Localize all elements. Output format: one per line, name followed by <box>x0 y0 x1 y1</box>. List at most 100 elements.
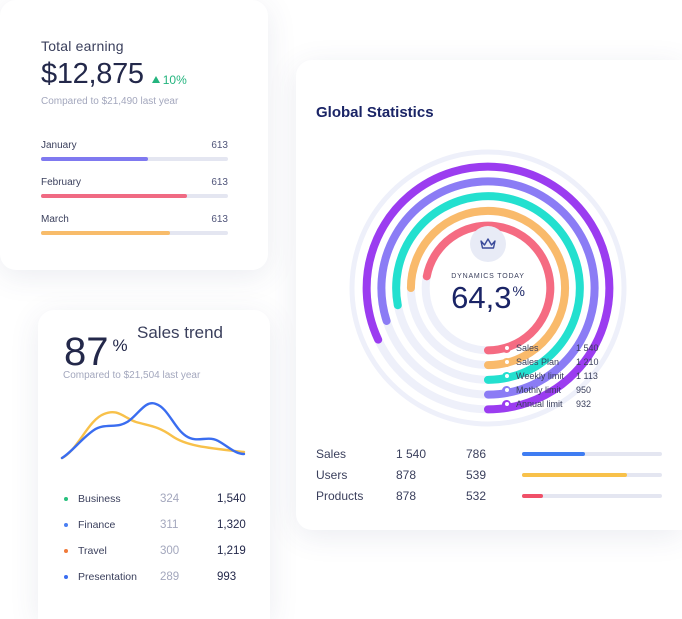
ring-legend-item: Annual limit 932 <box>502 399 591 409</box>
stats-value-1: 878 <box>396 489 417 503</box>
ring-legend-name: Sales <box>516 343 539 353</box>
trend-line-yellow <box>60 410 246 460</box>
legend-dot <box>64 575 68 579</box>
stats-value-2: 786 <box>466 447 487 461</box>
month-progress-track <box>41 194 228 198</box>
stats-value-2: 532 <box>466 489 487 503</box>
ring-legend-item: Sales Plan 1 210 <box>502 357 599 367</box>
legend-value: 1,540 <box>217 493 246 505</box>
month-progress-fill <box>41 157 148 161</box>
month-progress-fill <box>41 194 187 198</box>
stats-value-2: 539 <box>466 468 487 482</box>
ring-legend-dot <box>502 343 511 353</box>
legend-dot <box>64 523 68 527</box>
legend-value: 1,219 <box>217 545 246 557</box>
dynamics-label: DYNAMICS TODAY <box>451 273 525 280</box>
ring-legend-dot <box>502 399 511 409</box>
legend-mid: 324 <box>160 493 180 505</box>
earning-title: Total earning <box>41 38 124 54</box>
stats-row: Users 878 539 <box>316 468 662 482</box>
month-value: 613 <box>211 177 228 188</box>
legend-item: Travel 300 1,219 <box>64 545 254 557</box>
month-progress-track <box>41 231 228 235</box>
ring-arc-annual-limit <box>362 162 614 414</box>
trend-line-blue <box>60 402 246 460</box>
legend-mid: 300 <box>160 545 180 557</box>
ring-legend-value: 932 <box>576 399 592 409</box>
legend-mid: 289 <box>160 571 180 583</box>
ring-arc-sales <box>422 221 555 355</box>
radial-chart <box>349 149 627 427</box>
ring-legend-dot <box>502 385 511 395</box>
stats-name: Products <box>316 489 364 503</box>
global-statistics-card: Global Statistics DYNAMICS TODAY 64,3% S… <box>296 60 682 530</box>
ring-legend-value: 1 210 <box>576 357 599 367</box>
ring-arc-weekly-limit <box>392 192 584 384</box>
ring-legend-name: Weekly limit <box>516 371 564 381</box>
ring-legend-dot <box>502 371 511 381</box>
legend-name: Finance <box>78 519 116 531</box>
earning-change: 10% <box>151 72 187 87</box>
dynamics-number: 64,3 <box>451 280 512 315</box>
legend-item: Business 324 1,540 <box>64 493 254 505</box>
earning-value: $12,875 <box>41 58 144 90</box>
stats-progress-track <box>522 494 662 498</box>
ring-halo-outer <box>349 149 627 427</box>
global-title: Global Statistics <box>316 104 434 121</box>
ring-legend-item: Weekly limit 1 113 <box>502 371 598 381</box>
month-label: February <box>41 177 82 188</box>
ring-legend-item: Mothly limit 950 <box>502 385 591 395</box>
ring-legend-name: Mothly limit <box>516 385 562 395</box>
trend-compare: Compared to $21,504 last year <box>63 370 201 381</box>
month-label: January <box>41 140 77 151</box>
trend-title: Sales trend <box>137 323 223 342</box>
legend-item: Finance 311 1,320 <box>64 519 254 531</box>
trend-value: 87 <box>64 330 109 374</box>
stats-name: Users <box>316 468 348 482</box>
month-row: January 613 <box>41 140 228 161</box>
ring-legend-value: 950 <box>576 385 592 395</box>
legend-dot <box>64 497 68 501</box>
ring-legend-value: 1 113 <box>576 371 598 381</box>
crown-icon <box>480 238 496 249</box>
stats-row: Products 878 532 <box>316 489 662 503</box>
ring-arc-mothly-limit <box>377 177 599 399</box>
legend-name: Travel <box>78 545 107 557</box>
stats-progress-fill <box>522 473 627 477</box>
sales-trend-card: 87 % Sales trend Compared to $21,504 las… <box>38 310 270 619</box>
total-earning-card: Total earning $12,875 10% Compared to $2… <box>0 0 268 270</box>
legend-mid: 311 <box>160 519 179 531</box>
ring-legend-name: Sales Plan <box>516 357 560 367</box>
month-progress-fill <box>41 231 171 235</box>
legend-value: 993 <box>217 571 237 583</box>
legend-dot <box>64 549 68 553</box>
earning-change-value: 10% <box>162 72 187 87</box>
stats-value-1: 1 540 <box>396 447 427 461</box>
arrow-up-icon <box>151 76 160 83</box>
month-progress-track <box>41 157 228 161</box>
trend-unit: % <box>112 336 128 355</box>
legend-item: Presentation 289 993 <box>64 571 254 583</box>
ring-legend-value: 1 540 <box>576 343 599 353</box>
stats-progress-track <box>522 473 662 477</box>
legend-name: Business <box>78 493 121 505</box>
ring-legend-dot <box>502 357 511 367</box>
ring-legend-name: Annual limit <box>516 399 563 409</box>
month-value: 613 <box>211 140 228 151</box>
ring-legend-item: Sales 1 540 <box>502 343 599 353</box>
month-value: 613 <box>211 214 228 225</box>
crown-badge <box>470 226 506 262</box>
stats-value-1: 878 <box>396 468 417 482</box>
month-row: March 613 <box>41 214 228 235</box>
month-label: March <box>41 214 69 225</box>
stats-progress-fill <box>522 494 543 498</box>
month-row: February 613 <box>41 177 228 198</box>
stats-row: Sales 1 540 786 <box>316 447 662 461</box>
legend-name: Presentation <box>78 571 137 583</box>
dynamics-value: 64,3% <box>426 280 550 316</box>
stats-name: Sales <box>316 447 347 461</box>
legend-value: 1,320 <box>217 519 246 531</box>
dynamics-unit: % <box>512 283 525 299</box>
trend-chart <box>60 402 246 460</box>
stats-progress-track <box>522 452 662 456</box>
